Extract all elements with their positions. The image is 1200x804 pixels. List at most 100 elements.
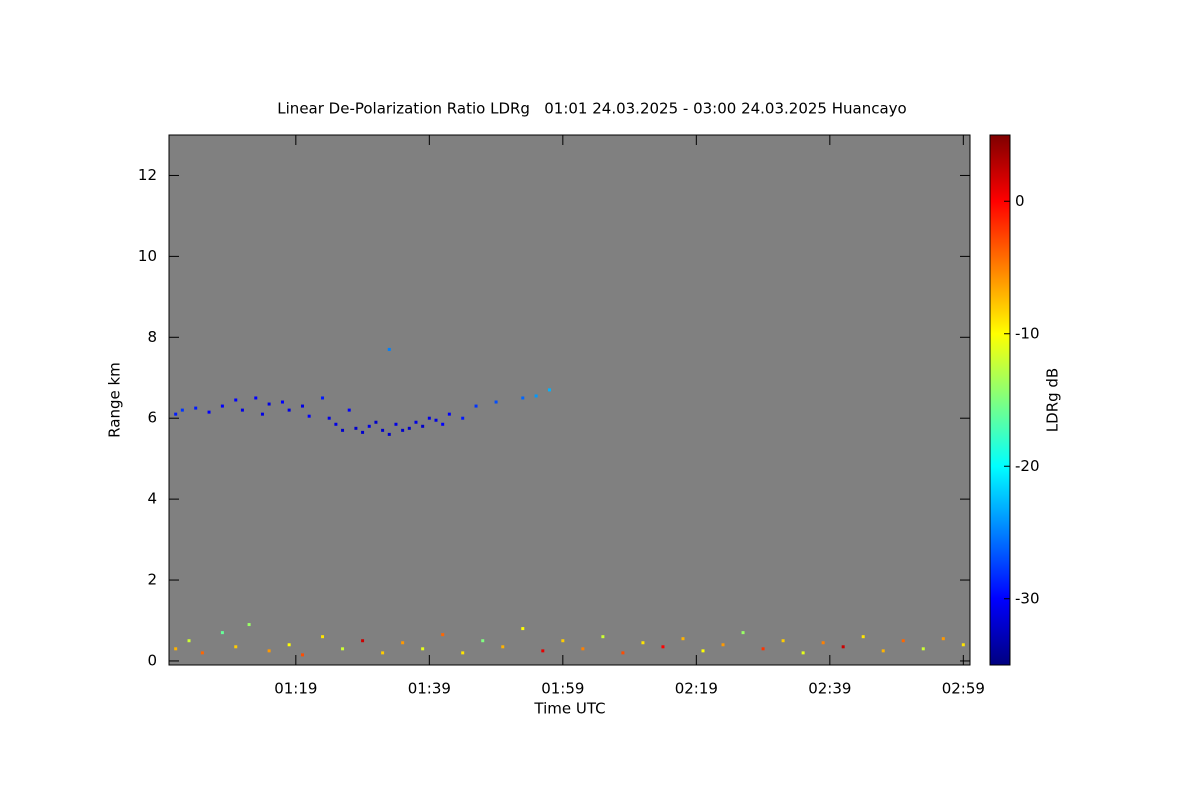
colorbar-slice — [990, 376, 1010, 378]
colorbar-slice — [990, 342, 1010, 344]
colorbar-slice — [990, 341, 1010, 343]
colorbar-slice — [990, 413, 1010, 415]
colorbar-slice — [990, 412, 1010, 414]
colorbar-slice — [990, 490, 1010, 492]
colorbar-slice — [990, 405, 1010, 407]
colorbar-slice — [990, 216, 1010, 218]
chart-title: Linear De-Polarization Ratio LDRg 01:01 … — [277, 100, 906, 118]
data-cell — [407, 426, 411, 430]
colorbar-slice — [990, 428, 1010, 430]
colorbar-slice — [990, 658, 1010, 660]
colorbar-slice — [990, 164, 1010, 166]
data-cell — [801, 651, 805, 655]
colorbar-slice — [990, 340, 1010, 342]
data-cell — [701, 649, 705, 653]
colorbar-slice — [990, 361, 1010, 363]
colorbar-slice — [990, 492, 1010, 494]
colorbar-slice — [990, 511, 1010, 513]
colorbar-slice — [990, 628, 1010, 630]
colorbar-slice — [990, 403, 1010, 405]
colorbar-slice — [990, 530, 1010, 532]
colorbar-slice — [990, 330, 1010, 332]
colorbar-slice — [990, 191, 1010, 193]
data-cell — [741, 631, 745, 635]
colorbar-slice — [990, 287, 1010, 289]
colorbar-slice — [990, 549, 1010, 551]
x-tick-label: 02:39 — [808, 680, 851, 698]
colorbar-slice — [990, 643, 1010, 645]
colorbar-slice — [990, 144, 1010, 146]
colorbar-slice — [990, 331, 1010, 333]
colorbar-slice — [990, 386, 1010, 388]
colorbar-slice — [990, 397, 1010, 399]
data-cell — [621, 651, 625, 655]
colorbar-slice — [990, 487, 1010, 489]
colorbar-slice — [990, 451, 1010, 453]
colorbar-slice — [990, 501, 1010, 503]
data-cell — [681, 637, 685, 641]
colorbar-slice — [990, 366, 1010, 368]
colorbar-slice — [990, 436, 1010, 438]
colorbar-slice — [990, 639, 1010, 641]
colorbar-slice — [990, 258, 1010, 260]
colorbar-slice — [990, 484, 1010, 486]
colorbar-slice — [990, 408, 1010, 410]
colorbar-slice — [990, 393, 1010, 395]
colorbar-slice — [990, 319, 1010, 321]
colorbar-slice — [990, 325, 1010, 327]
data-cell — [901, 639, 905, 643]
colorbar-slice — [990, 296, 1010, 298]
colorbar-slice — [990, 625, 1010, 627]
colorbar-slice — [990, 400, 1010, 402]
colorbar-slice — [990, 475, 1010, 477]
colorbar-tick-label: -30 — [1015, 589, 1040, 607]
colorbar-slice — [990, 574, 1010, 576]
colorbar-slice — [990, 543, 1010, 545]
colorbar-slice — [990, 600, 1010, 602]
colorbar-slice — [990, 214, 1010, 216]
colorbar-slice — [990, 512, 1010, 514]
colorbar-slice — [990, 651, 1010, 653]
colorbar-slice — [990, 329, 1010, 331]
colorbar-slice — [990, 533, 1010, 535]
data-cell — [841, 645, 845, 649]
colorbar-slice — [990, 486, 1010, 488]
colorbar-slice — [990, 360, 1010, 362]
data-cell — [521, 627, 525, 631]
colorbar-slice — [990, 394, 1010, 396]
colorbar-slice — [990, 347, 1010, 349]
colorbar-slice — [990, 253, 1010, 255]
data-cell — [921, 647, 925, 651]
colorbar-slice — [990, 588, 1010, 590]
colorbar-slice — [990, 378, 1010, 380]
colorbar-slice — [990, 345, 1010, 347]
colorbar-slice — [990, 645, 1010, 647]
colorbar-slice — [990, 415, 1010, 417]
colorbar-slice — [990, 166, 1010, 168]
colorbar-slice — [990, 638, 1010, 640]
colorbar-slice — [990, 433, 1010, 435]
colorbar-slice — [990, 500, 1010, 502]
colorbar-slice — [990, 429, 1010, 431]
colorbar-label: LDRg dB — [1044, 368, 1062, 432]
colorbar-slice — [990, 546, 1010, 548]
colorbar-slice — [990, 589, 1010, 591]
data-cell — [207, 410, 211, 414]
plot-frame — [168, 134, 971, 666]
colorbar-slice — [990, 229, 1010, 231]
colorbar-slice — [990, 236, 1010, 238]
colorbar-slice — [990, 634, 1010, 636]
colorbar-slice — [990, 135, 1010, 137]
colorbar-slice — [990, 418, 1010, 420]
colorbar-slice — [990, 585, 1010, 587]
colorbar-slice — [990, 346, 1010, 348]
colorbar-slice — [990, 604, 1010, 606]
data-cell — [341, 428, 345, 432]
colorbar-slice — [990, 518, 1010, 520]
colorbar-slice — [990, 151, 1010, 153]
colorbar-slice — [990, 523, 1010, 525]
colorbar-slice — [990, 247, 1010, 249]
colorbar-slice — [990, 614, 1010, 616]
colorbar-slice — [990, 318, 1010, 320]
colorbar-slice — [990, 141, 1010, 143]
